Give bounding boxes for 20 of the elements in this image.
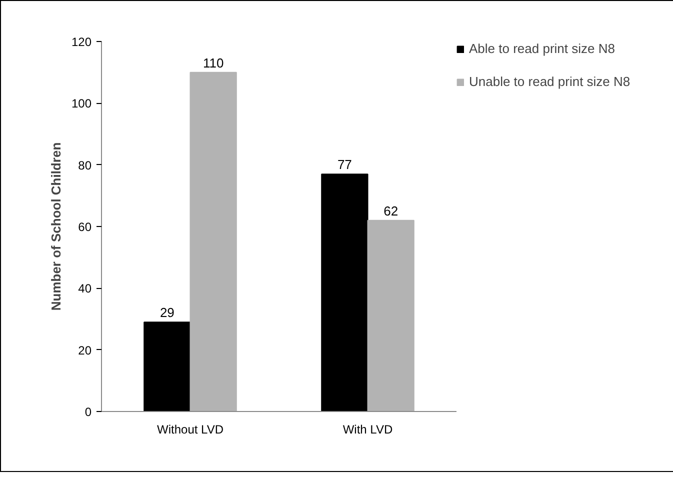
data-label: 110 (202, 55, 224, 70)
y-tick-label: 40 (78, 282, 92, 296)
y-tick-label: 100 (71, 96, 92, 111)
y-axis-title: Number of School Children (48, 142, 64, 311)
y-tick-label: 20 (78, 343, 92, 358)
bar (367, 220, 414, 412)
x-tick-label: Without LVD (157, 422, 224, 436)
y-tick-label: 120 (71, 35, 92, 49)
bar (144, 322, 191, 412)
legend-label: Able to read print size N8 (469, 41, 615, 56)
bar (321, 174, 368, 412)
data-label: 77 (337, 157, 352, 172)
y-tick-label: 0 (84, 405, 92, 419)
bar (190, 72, 237, 412)
legend-label: Unable to read print size N8 (469, 74, 630, 89)
y-tick-label: 60 (78, 220, 92, 234)
data-label: 62 (384, 203, 398, 218)
y-tick-label: 80 (78, 158, 92, 172)
x-tick-label: With LVD (342, 422, 393, 436)
data-label: 29 (160, 305, 174, 320)
